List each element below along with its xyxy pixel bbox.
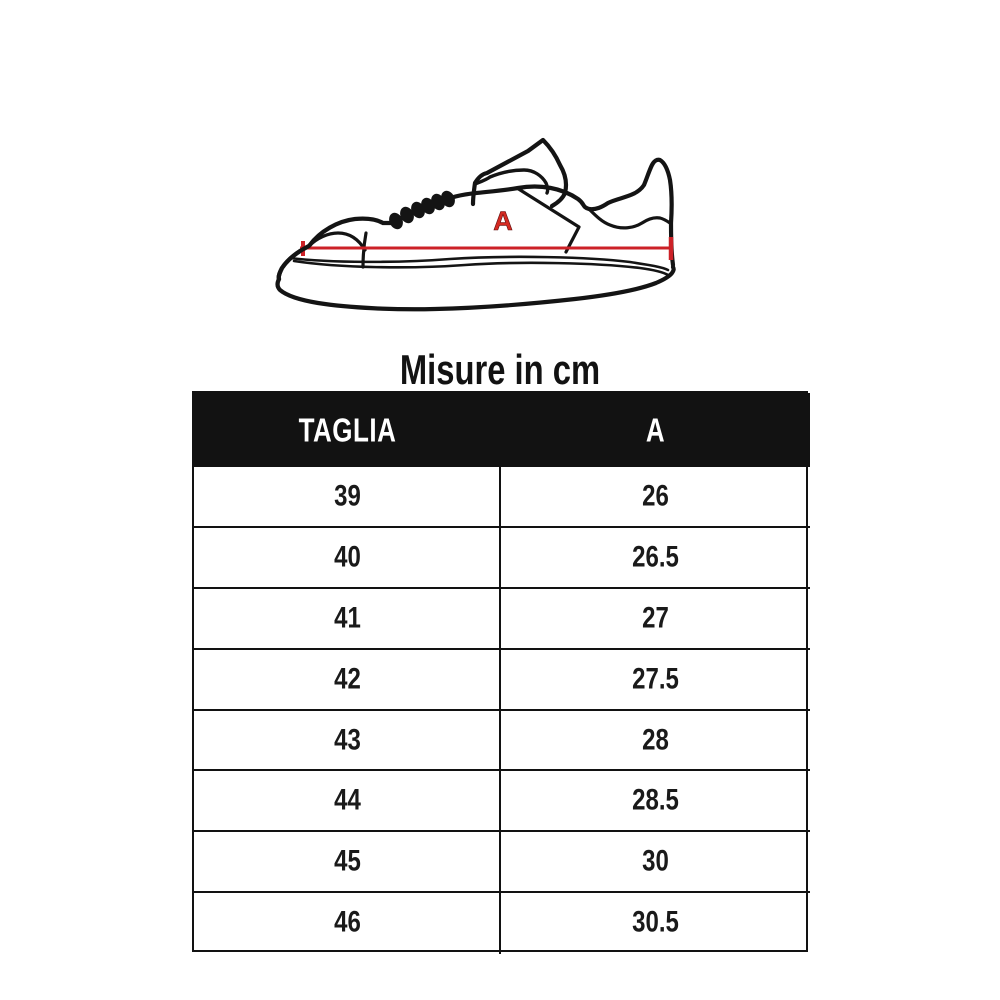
svg-text:A: A [493,206,513,236]
